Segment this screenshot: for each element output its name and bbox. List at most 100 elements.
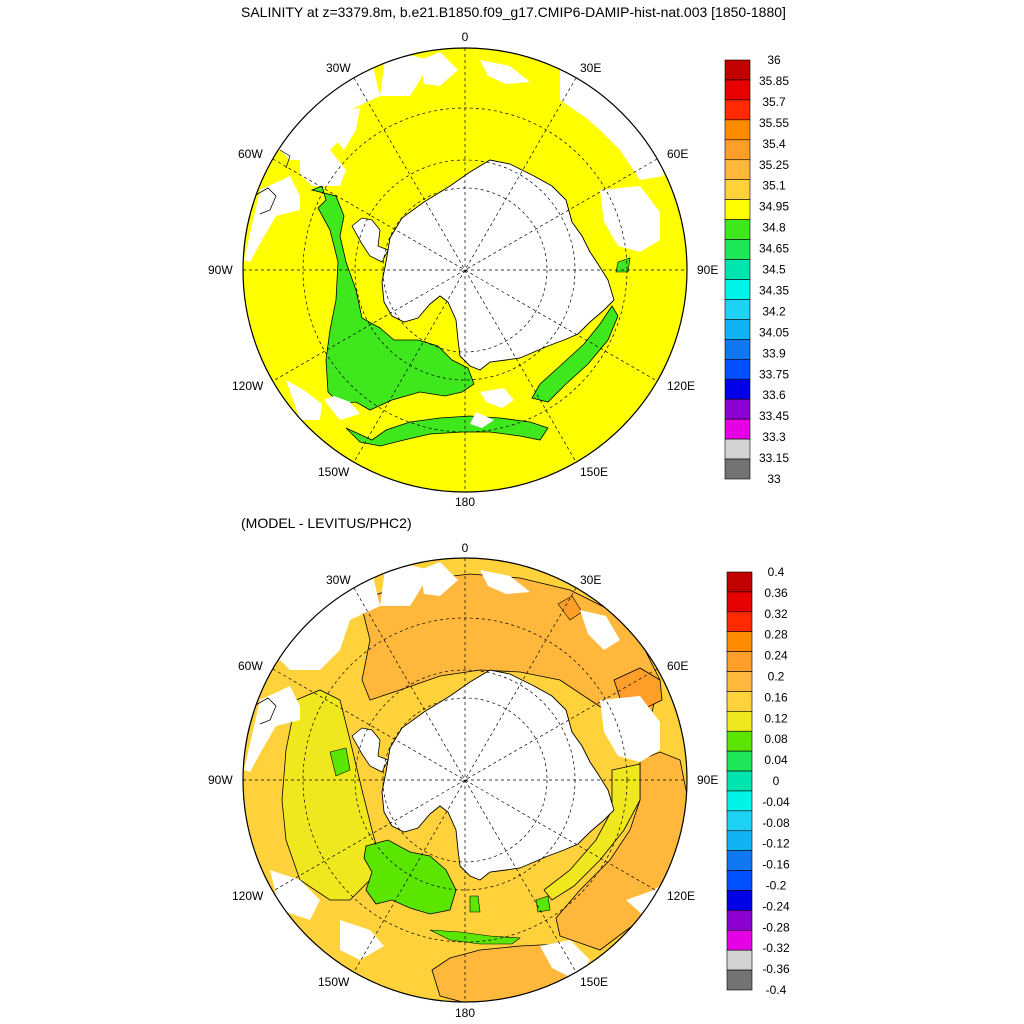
lon-labels-2: 0 30E 60E 90E 120E 150E 180 150W 120W 90… — [208, 541, 718, 1020]
colorbar-swatch — [726, 969, 753, 991]
antarctica — [381, 159, 615, 371]
colorbar-tick-label: 34.65 — [759, 242, 789, 256]
colorbar-tick-label: 33.3 — [762, 430, 786, 444]
panel-1-title: SALINITY at z=3379.8m, b.e21.B1850.f09_g… — [241, 4, 786, 20]
colorbar-tick-label: 33 — [767, 472, 781, 486]
lon-label: 30E — [580, 61, 601, 75]
colorbar-swatch — [726, 571, 753, 593]
colorbar-tick-label: 0.16 — [764, 690, 788, 704]
lon-label: 30W — [326, 573, 351, 587]
colorbar-swatch — [724, 279, 751, 300]
lon-label: 30W — [326, 61, 351, 75]
diff-field-green-east — [535, 895, 551, 913]
salinity-field-green-west — [310, 185, 475, 411]
colorbar-tick-label: 34.35 — [759, 283, 789, 297]
colorbar-tick-label: 0.4 — [768, 565, 785, 579]
lon-label: 0 — [462, 541, 469, 555]
colorbar-tick-label: 35.85 — [759, 74, 789, 88]
lon-label: 60E — [667, 147, 688, 161]
difference-map: 0 30E 60E 90E 120E 150E 180 150W 120W 90… — [208, 541, 718, 1020]
diff-field-green-nw — [329, 747, 351, 777]
colorbar-tick-label: -0.24 — [762, 899, 790, 913]
colorbar-tick-label: 0.24 — [764, 649, 788, 663]
colorbar-tick-label: 35.4 — [762, 137, 786, 151]
lon-label: 0 — [462, 30, 469, 44]
lon-label: 60E — [667, 659, 688, 673]
colorbar-swatch — [724, 378, 751, 400]
south-america-tip — [253, 187, 277, 215]
colorbar-swatch — [724, 339, 751, 360]
colorbar-tick-label: 34.8 — [762, 221, 786, 235]
colorbar-tick-label: 35.7 — [762, 95, 786, 109]
lon-label: 120W — [232, 889, 264, 903]
colorbar-swatch — [724, 219, 751, 240]
colorbar-swatch — [726, 870, 753, 891]
lon-label: 150E — [580, 975, 608, 989]
colorbar-swatch — [726, 750, 753, 772]
colorbar-swatch — [726, 651, 753, 672]
missing-data-patches — [244, 52, 664, 428]
colorbar-swatch — [724, 59, 751, 81]
colorbar-swatch — [724, 179, 751, 200]
diff-field-orange-east — [555, 751, 687, 951]
map-boundary-1 — [242, 47, 688, 493]
diff-field-green-west — [363, 839, 457, 915]
lon-label: 120E — [667, 379, 695, 393]
colorbar-tick-label: -0.08 — [762, 816, 790, 830]
antarctica-2 — [381, 669, 615, 881]
south-shetland — [279, 149, 291, 169]
lon-label: 180 — [455, 495, 475, 509]
colorbar-swatch — [724, 79, 751, 101]
lon-label: 30E — [580, 573, 601, 587]
colorbar-swatch — [724, 418, 751, 440]
south-america-tip-2 — [253, 697, 277, 725]
lon-label: 90W — [208, 773, 233, 787]
lon-label: 90E — [697, 263, 718, 277]
colorbar-tick-label: 36 — [767, 53, 781, 67]
lon-labels-1: 0 30E 60E 90E 120E 150E 180 150W 120W 90… — [208, 30, 718, 509]
colorbar-tick-label: 34.95 — [759, 200, 789, 214]
colorbar-tick-label: -0.32 — [762, 941, 790, 955]
lon-label: 90W — [208, 263, 233, 277]
colorbar-tick-label: 33.75 — [759, 367, 789, 381]
colorbar-swatch — [726, 810, 753, 832]
colorbar-swatch — [726, 730, 753, 752]
diff-field-green-strip — [469, 895, 481, 913]
colorbar-swatch — [726, 949, 753, 971]
antarctic-peninsula-2 — [351, 727, 389, 773]
colorbar-swatch — [724, 259, 751, 280]
colorbar-tick-label: -0.36 — [762, 962, 790, 976]
colorbar-tick-label: 0.32 — [764, 607, 788, 621]
colorbar-swatch — [726, 790, 753, 812]
colorbar-tick-label: 33.45 — [759, 409, 789, 423]
colorbar-tick-label: 0.04 — [764, 753, 788, 767]
colorbar-salinity: 36 35.85 35.7 35.55 35.4 35.25 35.1 34.95 34.8 34… — [724, 53, 789, 486]
panel-2-title: (MODEL - LEVITUS/PHC2) — [241, 515, 412, 531]
colorbar-swatch — [724, 319, 751, 340]
colorbar-swatch — [724, 159, 751, 181]
map-boundary-2 — [242, 557, 688, 1003]
colorbar-tick-label: 35.55 — [759, 116, 789, 130]
lon-label: 60W — [238, 659, 263, 673]
colorbar-swatch — [726, 770, 753, 792]
colorbar-swatch — [724, 99, 751, 121]
graticule-1 — [243, 48, 687, 492]
colorbar-tick-label: -0.28 — [762, 920, 790, 934]
colorbar-difference: 0.4 0.36 0.32 0.28 0.24 0.2 0.16 0.12 0.08 0.04 0 -… — [726, 565, 790, 997]
lon-label: 120W — [232, 379, 264, 393]
colorbar-tick-label: 33.15 — [759, 451, 789, 465]
lon-label: 180 — [455, 1006, 475, 1020]
colorbar-swatch — [724, 398, 751, 420]
salinity-map: 0 30E 60E 90E 120E 150E 180 150W 120W 90… — [208, 30, 718, 509]
colorbar-tick-label: 0.2 — [768, 670, 785, 684]
colorbar-tick-label: 0.36 — [764, 586, 788, 600]
colorbar-tick-label: 0 — [773, 774, 780, 788]
graticule-2 — [243, 558, 687, 1002]
colorbar-swatch — [726, 890, 753, 911]
colorbar-tick-label: -0.04 — [762, 795, 790, 809]
lon-label: 150E — [580, 465, 608, 479]
colorbar-swatch — [726, 929, 753, 951]
colorbar-swatch — [726, 691, 753, 712]
colorbar-swatch — [726, 631, 753, 652]
